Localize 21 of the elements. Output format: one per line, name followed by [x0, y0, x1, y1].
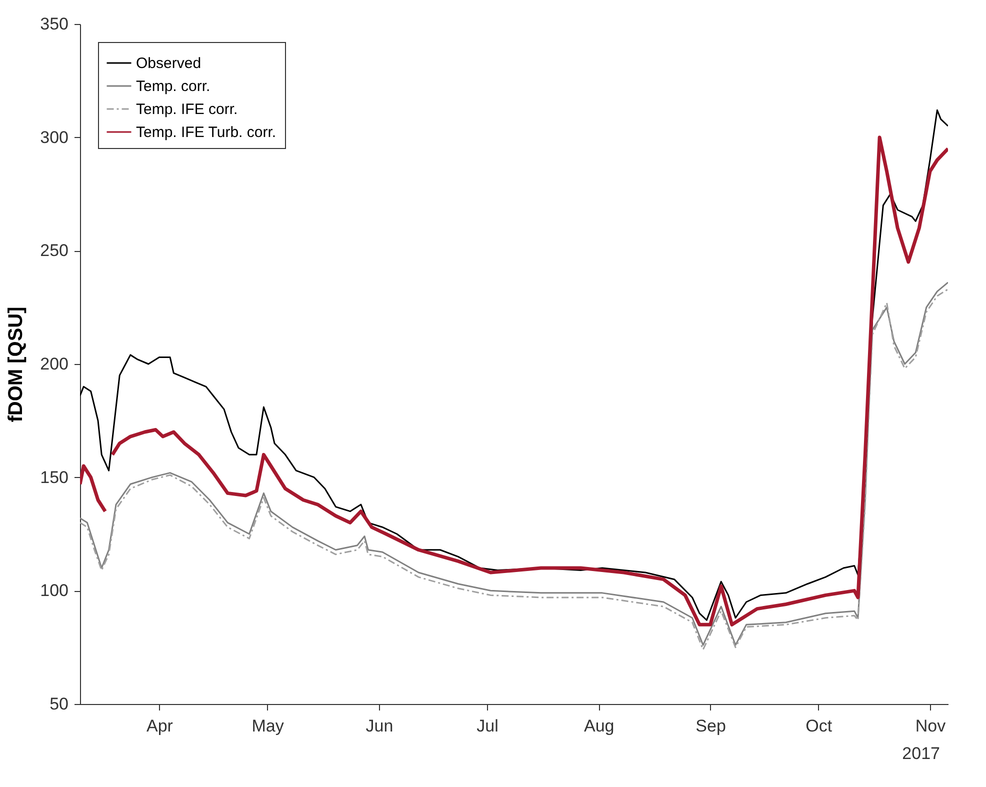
y-tick-label: 200	[40, 354, 68, 374]
legend-label: Temp. corr.	[136, 78, 210, 95]
x-tick-label: Nov	[915, 716, 946, 736]
y-tick-label: 350	[40, 14, 68, 34]
x-tick-label: Jun	[366, 716, 394, 736]
y-tick-label: 100	[40, 581, 68, 600]
y-axis-title: fDOM [QSU]	[5, 306, 28, 422]
y-tick-label: 250	[40, 241, 68, 260]
x-tick-label: Oct	[806, 716, 832, 736]
y-tick-label: 50	[50, 694, 68, 714]
x-tick-label: May	[252, 716, 284, 736]
legend-label: Observed	[136, 55, 202, 72]
x-tick-label: Apr	[146, 716, 174, 736]
legend-label: Temp. IFE Turb. corr.	[136, 124, 276, 141]
x-tick-label: Sep	[696, 716, 726, 736]
legend-label: Temp. IFE corr.	[136, 101, 238, 118]
y-tick-label: 300	[40, 128, 68, 147]
x-tick-label: Aug	[584, 716, 614, 736]
text: 2017	[902, 744, 940, 763]
y-tick-label: 150	[40, 468, 68, 487]
x-tick-label: Jul	[476, 716, 498, 736]
